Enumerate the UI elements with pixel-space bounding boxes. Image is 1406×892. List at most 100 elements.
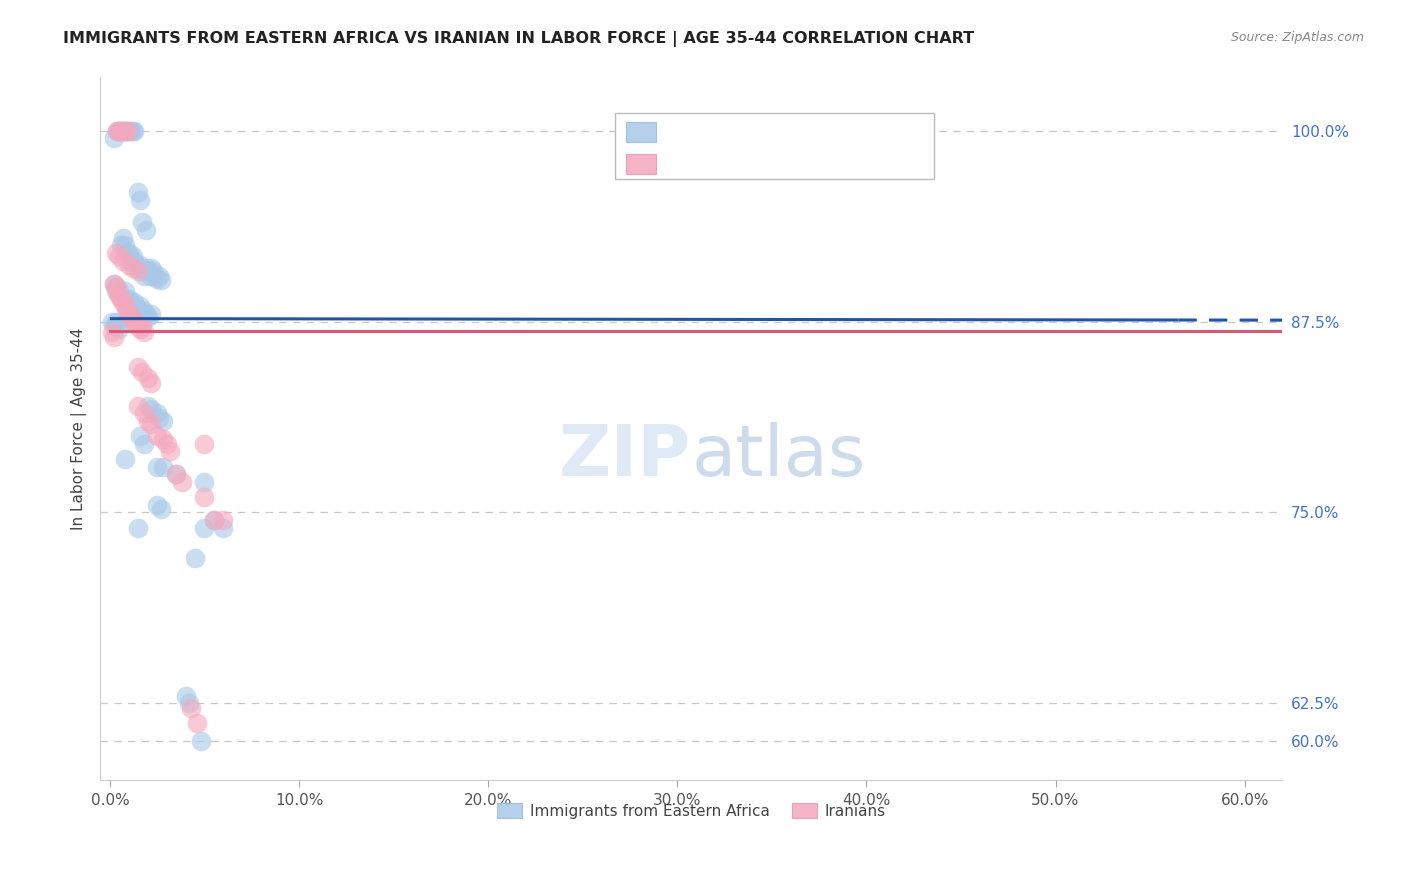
Text: -0.001: -0.001 — [711, 123, 769, 138]
Point — [107, 284, 129, 298]
Point — [112, 253, 135, 268]
Point — [136, 414, 159, 428]
Point — [148, 268, 170, 283]
Point — [110, 289, 132, 303]
Point — [125, 258, 148, 272]
Point — [146, 429, 169, 443]
Point — [115, 304, 138, 318]
Point — [156, 437, 179, 451]
Point — [107, 124, 129, 138]
Point — [118, 307, 141, 321]
Point — [148, 410, 170, 425]
Point — [141, 376, 163, 390]
Point — [136, 310, 159, 324]
Point — [108, 289, 131, 303]
Point — [124, 253, 146, 268]
Point — [124, 124, 146, 138]
Point — [193, 475, 215, 489]
Point — [127, 360, 149, 375]
Point — [125, 316, 148, 330]
Point — [104, 284, 127, 298]
Point — [108, 124, 131, 138]
Point — [135, 223, 157, 237]
Point — [131, 215, 153, 229]
Point — [114, 452, 136, 467]
Point — [103, 330, 125, 344]
Point — [107, 279, 129, 293]
Point — [131, 319, 153, 334]
Point — [104, 246, 127, 260]
Point — [120, 253, 142, 268]
Point — [127, 261, 149, 276]
Point — [115, 246, 138, 260]
Point — [129, 193, 152, 207]
Point — [127, 304, 149, 318]
Point — [110, 292, 132, 306]
Point — [180, 701, 202, 715]
Point — [149, 273, 172, 287]
Point — [159, 444, 181, 458]
Point — [132, 268, 155, 283]
Point — [121, 124, 143, 138]
Text: N =: N = — [790, 154, 831, 169]
Point — [121, 313, 143, 327]
Point — [118, 292, 141, 306]
Point — [152, 414, 174, 428]
Point — [131, 307, 153, 321]
Point — [129, 322, 152, 336]
Point — [101, 315, 124, 329]
Text: Source: ZipAtlas.com: Source: ZipAtlas.com — [1230, 31, 1364, 45]
Point — [143, 268, 166, 283]
Point — [129, 300, 152, 314]
Point — [104, 315, 127, 329]
Point — [114, 238, 136, 252]
Point — [114, 284, 136, 298]
Legend: Immigrants from Eastern Africa, Iranians: Immigrants from Eastern Africa, Iranians — [491, 797, 891, 824]
Point — [146, 272, 169, 286]
Point — [132, 406, 155, 420]
Point — [108, 284, 131, 298]
Point — [120, 124, 142, 138]
Point — [127, 319, 149, 334]
Point — [124, 315, 146, 329]
Point — [165, 467, 187, 482]
Point — [174, 689, 197, 703]
Point — [202, 513, 225, 527]
Point — [120, 310, 142, 324]
Point — [108, 124, 131, 138]
Point — [212, 521, 235, 535]
FancyBboxPatch shape — [627, 154, 657, 174]
Point — [136, 264, 159, 278]
Point — [127, 264, 149, 278]
Point — [193, 437, 215, 451]
Point — [190, 734, 212, 748]
Point — [115, 124, 138, 138]
Point — [108, 249, 131, 263]
Text: 78: 78 — [845, 123, 868, 138]
Point — [110, 124, 132, 138]
Point — [165, 467, 187, 482]
Point — [135, 307, 157, 321]
Point — [152, 432, 174, 446]
Point — [103, 131, 125, 145]
Point — [112, 292, 135, 306]
Text: N =: N = — [790, 123, 831, 138]
Point — [112, 124, 135, 138]
Point — [152, 459, 174, 474]
Point — [124, 294, 146, 309]
Text: atlas: atlas — [692, 422, 866, 491]
Point — [118, 124, 141, 138]
Point — [132, 437, 155, 451]
Point — [103, 277, 125, 291]
Point — [112, 294, 135, 309]
Point — [179, 696, 201, 710]
Point — [104, 279, 127, 293]
Text: IMMIGRANTS FROM EASTERN AFRICA VS IRANIAN IN LABOR FORCE | AGE 35-44 CORRELATION: IMMIGRANTS FROM EASTERN AFRICA VS IRANIA… — [63, 31, 974, 47]
Point — [141, 401, 163, 416]
Point — [186, 716, 208, 731]
Text: 52: 52 — [845, 154, 868, 169]
Point — [193, 490, 215, 504]
Point — [129, 429, 152, 443]
Point — [131, 264, 153, 278]
Point — [135, 261, 157, 276]
